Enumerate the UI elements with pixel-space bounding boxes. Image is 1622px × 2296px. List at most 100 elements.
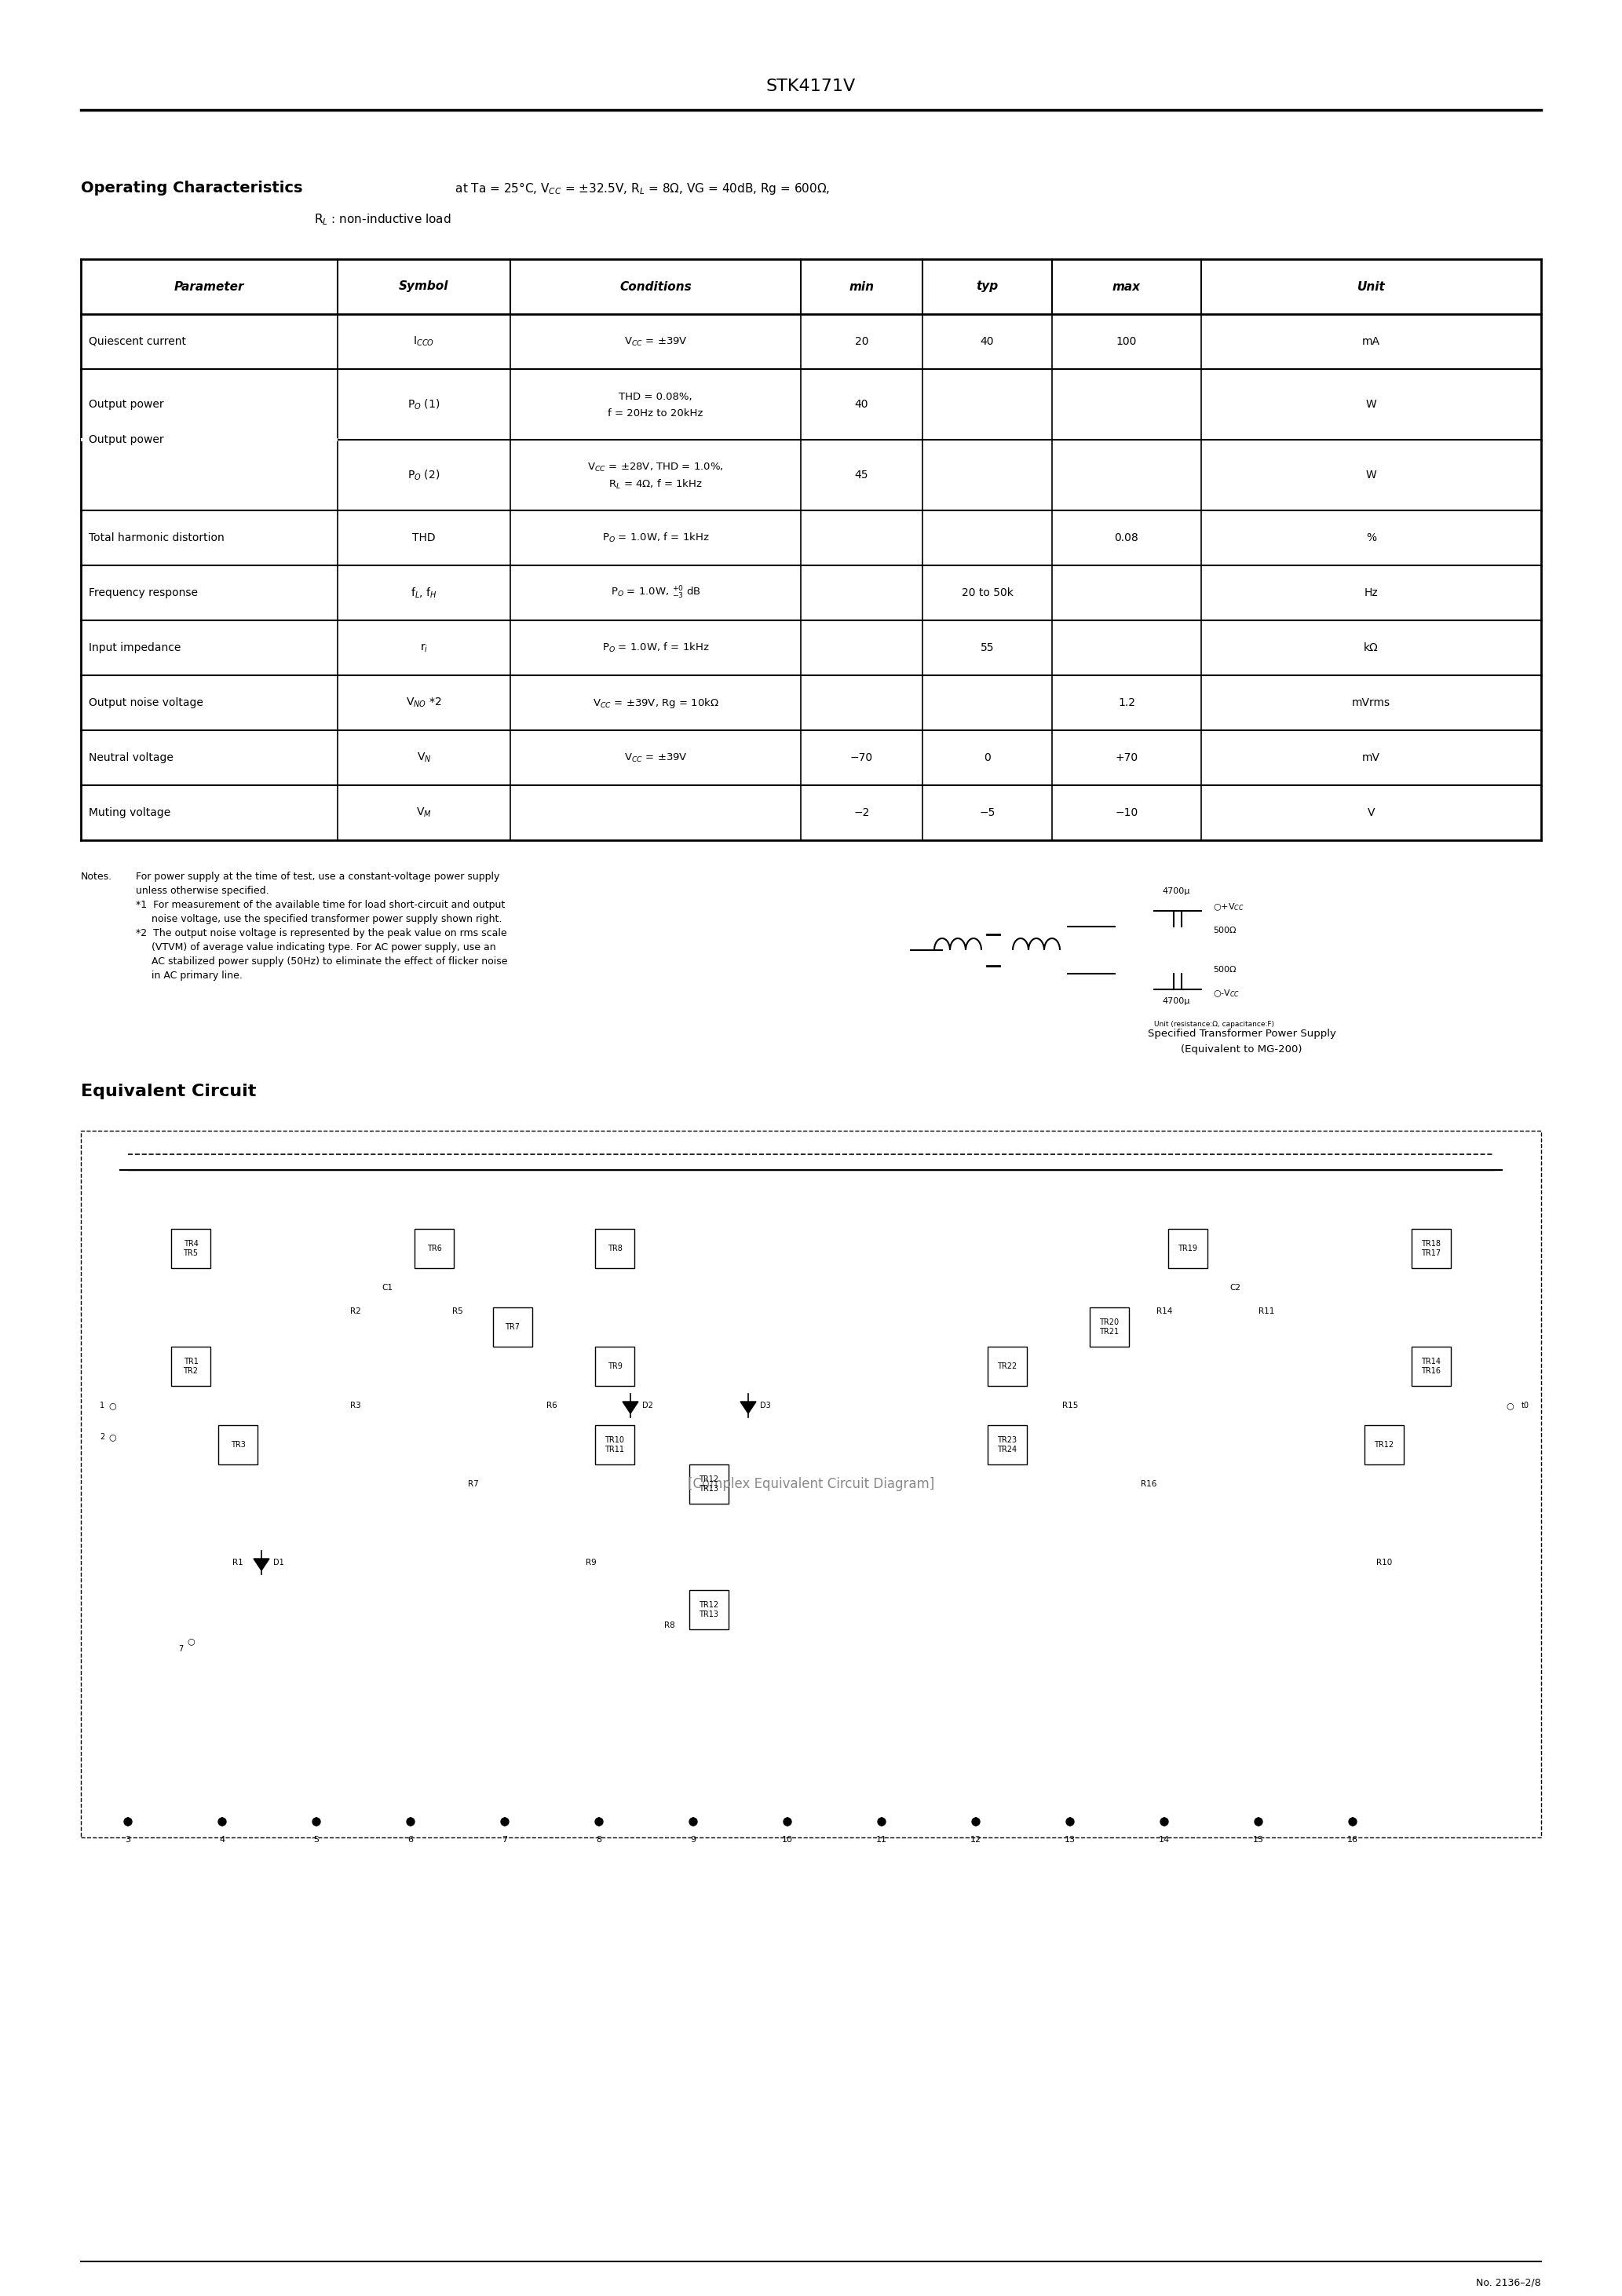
Bar bbox=[1090, 1306, 1129, 1348]
Bar bbox=[219, 1426, 258, 1465]
Text: TR14
TR16: TR14 TR16 bbox=[1421, 1357, 1440, 1375]
Text: 55: 55 bbox=[980, 643, 994, 654]
Text: R15: R15 bbox=[1062, 1401, 1079, 1410]
Text: V$_{CC}$ = ±39V, Rg = 10kΩ: V$_{CC}$ = ±39V, Rg = 10kΩ bbox=[592, 696, 719, 709]
Text: Frequency response: Frequency response bbox=[89, 588, 198, 599]
Bar bbox=[988, 1426, 1027, 1465]
Text: THD: THD bbox=[412, 533, 436, 544]
Text: For power supply at the time of test, use a constant-voltage power supply: For power supply at the time of test, us… bbox=[136, 872, 500, 882]
Text: mVrms: mVrms bbox=[1351, 698, 1390, 707]
Text: C2: C2 bbox=[1229, 1283, 1241, 1293]
Text: 4: 4 bbox=[219, 1837, 225, 1844]
Text: No. 2136–2/8: No. 2136–2/8 bbox=[1476, 2278, 1541, 2287]
Text: 5: 5 bbox=[313, 1837, 320, 1844]
Text: typ: typ bbox=[976, 280, 998, 292]
Text: 0.08: 0.08 bbox=[1114, 533, 1139, 544]
Text: V$_{NO}$ *2: V$_{NO}$ *2 bbox=[406, 696, 441, 709]
Text: R14: R14 bbox=[1156, 1306, 1173, 1316]
Text: Specified Transformer Power Supply: Specified Transformer Power Supply bbox=[1147, 1029, 1337, 1038]
Text: Total harmonic distortion: Total harmonic distortion bbox=[89, 533, 224, 544]
Text: V$_{CC}$ = ±39V: V$_{CC}$ = ±39V bbox=[624, 751, 688, 765]
Bar bbox=[595, 1228, 634, 1267]
Bar bbox=[1411, 1228, 1450, 1267]
Circle shape bbox=[501, 1818, 509, 1825]
Text: R9: R9 bbox=[586, 1559, 597, 1566]
Text: 1: 1 bbox=[99, 1401, 104, 1410]
Text: 9: 9 bbox=[691, 1837, 696, 1844]
Circle shape bbox=[1254, 1818, 1262, 1825]
Text: Output power: Output power bbox=[89, 400, 164, 411]
Text: ○: ○ bbox=[1505, 1401, 1513, 1410]
Text: I$_{CCO}$: I$_{CCO}$ bbox=[414, 335, 435, 349]
Text: 0: 0 bbox=[985, 753, 991, 762]
Circle shape bbox=[407, 1818, 415, 1825]
Text: R3: R3 bbox=[350, 1401, 362, 1410]
Circle shape bbox=[595, 1818, 603, 1825]
Bar bbox=[595, 1348, 634, 1387]
Circle shape bbox=[1066, 1818, 1074, 1825]
Text: t0: t0 bbox=[1521, 1401, 1530, 1410]
Text: R11: R11 bbox=[1259, 1306, 1275, 1316]
Text: R16: R16 bbox=[1140, 1481, 1156, 1488]
Text: Symbol: Symbol bbox=[399, 280, 449, 292]
Bar bbox=[1168, 1228, 1207, 1267]
Text: R8: R8 bbox=[665, 1621, 675, 1630]
Bar bbox=[988, 1348, 1027, 1387]
Text: P$_O$ = 1.0W, f = 1kHz: P$_O$ = 1.0W, f = 1kHz bbox=[602, 533, 709, 544]
Text: D2: D2 bbox=[642, 1401, 654, 1410]
Text: TR10
TR11: TR10 TR11 bbox=[605, 1437, 624, 1453]
Bar bbox=[1411, 1348, 1450, 1387]
Text: R6: R6 bbox=[547, 1401, 558, 1410]
Bar bbox=[1364, 1426, 1403, 1465]
Text: Output power: Output power bbox=[89, 434, 164, 445]
Text: 2: 2 bbox=[99, 1433, 104, 1442]
Text: 20 to 50k: 20 to 50k bbox=[962, 588, 1014, 599]
Text: 6: 6 bbox=[407, 1837, 414, 1844]
Text: 500Ω: 500Ω bbox=[1213, 967, 1236, 974]
Text: 40: 40 bbox=[855, 400, 868, 411]
Text: Conditions: Conditions bbox=[620, 280, 691, 292]
Text: W: W bbox=[1366, 471, 1377, 480]
Text: 45: 45 bbox=[855, 471, 868, 480]
Text: TR12: TR12 bbox=[1374, 1442, 1393, 1449]
Text: Muting voltage: Muting voltage bbox=[89, 808, 170, 817]
Text: min: min bbox=[848, 280, 874, 292]
Text: P$_O$ (1): P$_O$ (1) bbox=[407, 397, 440, 411]
Bar bbox=[415, 1228, 454, 1267]
Text: +70: +70 bbox=[1116, 753, 1139, 762]
Polygon shape bbox=[623, 1401, 639, 1414]
Text: STK4171V: STK4171V bbox=[766, 78, 856, 94]
Circle shape bbox=[783, 1818, 792, 1825]
Text: ○: ○ bbox=[109, 1401, 117, 1410]
Circle shape bbox=[219, 1818, 225, 1825]
Text: TR1
TR2: TR1 TR2 bbox=[183, 1357, 198, 1375]
Text: TR23
TR24: TR23 TR24 bbox=[998, 1437, 1017, 1453]
Text: 4700μ: 4700μ bbox=[1161, 886, 1189, 895]
Text: Input impedance: Input impedance bbox=[89, 643, 182, 654]
Text: TR12
TR13: TR12 TR13 bbox=[699, 1476, 719, 1492]
Text: ○+V$_{CC}$: ○+V$_{CC}$ bbox=[1213, 902, 1244, 912]
Text: kΩ: kΩ bbox=[1364, 643, 1379, 654]
Text: Operating Characteristics: Operating Characteristics bbox=[81, 181, 303, 195]
Text: 12: 12 bbox=[970, 1837, 981, 1844]
Polygon shape bbox=[253, 1559, 269, 1570]
Text: V$_{CC}$ = ±28V, THD = 1.0%,: V$_{CC}$ = ±28V, THD = 1.0%, bbox=[587, 461, 723, 473]
Text: 10: 10 bbox=[782, 1837, 793, 1844]
Text: 4700μ: 4700μ bbox=[1161, 996, 1189, 1006]
Circle shape bbox=[1160, 1818, 1168, 1825]
Text: TR22: TR22 bbox=[998, 1362, 1017, 1371]
Text: ○: ○ bbox=[187, 1637, 195, 1644]
Text: %: % bbox=[1366, 533, 1377, 544]
Text: 7: 7 bbox=[503, 1837, 508, 1844]
Bar bbox=[689, 1465, 728, 1504]
Text: R1: R1 bbox=[232, 1559, 243, 1566]
Text: TR9: TR9 bbox=[607, 1362, 623, 1371]
Text: TR7: TR7 bbox=[504, 1322, 521, 1332]
Text: P$_O$ = 1.0W, f = 1kHz: P$_O$ = 1.0W, f = 1kHz bbox=[602, 641, 709, 654]
Text: TR19: TR19 bbox=[1178, 1244, 1197, 1251]
Text: 500Ω: 500Ω bbox=[1213, 928, 1236, 934]
Bar bbox=[493, 1306, 532, 1348]
Circle shape bbox=[878, 1818, 886, 1825]
Text: Notes.: Notes. bbox=[81, 872, 112, 882]
Text: W: W bbox=[1366, 400, 1377, 411]
